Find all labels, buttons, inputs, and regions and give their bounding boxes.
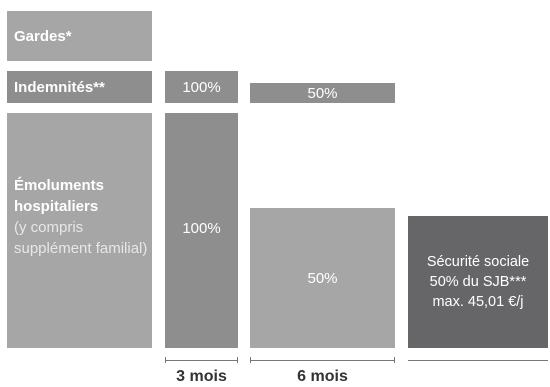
gardes-label-block: Gardes*	[7, 11, 152, 61]
timeline-tick-2a	[250, 357, 251, 363]
emoluments-bar-second-period: 50%	[250, 208, 395, 348]
emoluments-value-second: 50%	[307, 269, 338, 287]
emoluments-detail: (y compris supplément familial)	[14, 219, 148, 257]
securite-sociale-block: Sécurité sociale 50% du SJB*** max. 45,0…	[408, 216, 548, 348]
timeline-tick-2b	[394, 357, 395, 363]
securite-sociale-line2: 50% du SJB***	[429, 274, 527, 290]
emoluments-bar-first-period: 100%	[165, 113, 238, 348]
indemnites-value-second: 50%	[307, 84, 338, 102]
timeline-label-6-mois: 6 mois	[297, 368, 348, 385]
indemnites-value-first: 100%	[182, 78, 221, 96]
indemnites-bar-first-period: 100%	[165, 71, 238, 103]
indemnites-label-block: Indemnités**	[7, 71, 152, 103]
emoluments-label: Émoluments hospitaliers	[14, 177, 105, 215]
timeline-segment-1	[165, 360, 238, 361]
securite-sociale-line1: Sécurité sociale	[426, 254, 530, 270]
timeline-tick-1b	[237, 357, 238, 363]
timeline-segment-2	[250, 360, 395, 361]
timeline-segment-3	[408, 360, 548, 361]
indemnites-bar-second-period: 50%	[250, 83, 395, 103]
indemnites-label: Indemnités**	[14, 78, 105, 96]
timeline-tick-1a	[165, 357, 166, 363]
gardes-label: Gardes*	[14, 27, 72, 45]
emoluments-label-block: Émoluments hospitaliers (y compris suppl…	[7, 113, 152, 348]
emoluments-value-first: 100%	[182, 220, 221, 237]
securite-sociale-line3: max. 45,01 €/j	[432, 294, 524, 310]
timeline-label-3-mois: 3 mois	[176, 368, 227, 385]
